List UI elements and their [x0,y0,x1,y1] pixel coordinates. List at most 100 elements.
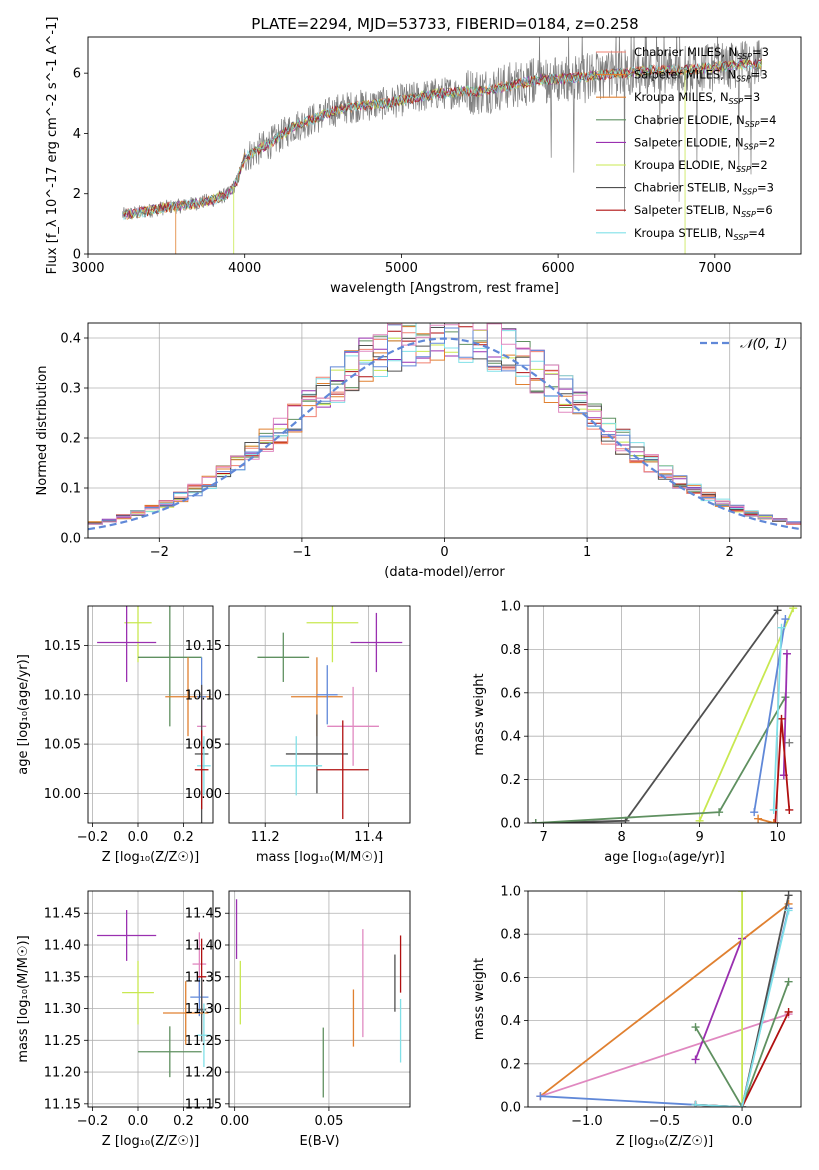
axes-frame [228,890,411,1108]
errorbar-point-yellowgreen [306,606,359,663]
y-tick-label: 0.2 [60,432,81,447]
axes-mass_weight_vs_Z: −1.0 −0.5 0.0 0.0 0.2 0.4 0.6 0.8 1.0 Z [log₁₀(Z/… [472,885,802,1149]
y-tick-label: 11.20 [185,1066,222,1081]
y-tick-label: 2 [73,187,81,202]
weight-marker [784,891,793,900]
plot-area [88,323,801,538]
x-axis-label: (data-model)/error [384,565,505,580]
x-tick-label: 0.0 [128,1114,149,1129]
gaussian-curve [88,337,801,531]
legend-label: Chabrier STELIB, NSSP=3 [634,181,774,197]
legend-subscript: SSP [736,165,751,174]
weight-line-pink [540,1013,789,1098]
y-tick-label: 11.35 [44,970,81,985]
x-axis-label: mass [log₁₀(M/M☉)] [256,850,383,865]
weight-marker [754,814,763,823]
model-line-darkred [122,58,763,220]
weight-marker [784,977,793,986]
y-tick-label: 4 [73,127,81,142]
y-tick-label: 0.6 [500,971,521,986]
spectrum-legend: Chabrier MILES, NSSP=3 Salpeter MILES, NS… [596,45,776,242]
y-tick-label: 10.00 [44,787,81,802]
weight-marker [784,906,793,915]
legend-subscript: SSP [744,142,759,151]
y-tick-label: 0.3 [60,382,81,397]
y-tick-label: 11.20 [44,1066,81,1081]
y-tick-label: 10.00 [185,787,222,802]
plot-area [88,891,213,1107]
weight-marker [738,1103,747,1107]
axes-frame [87,322,802,539]
errorbar-point-blue [316,665,338,725]
legend-subscript: SSP [741,210,756,219]
y-tick-label: 10.05 [44,738,81,753]
x-tick-label: −0.2 [77,830,109,845]
y-tick-label: 0.2 [500,773,521,788]
y-tick-label: 11.40 [185,939,222,954]
weight-marker [769,805,778,814]
y-tick-label: 1.0 [500,885,521,900]
y-tick-label: 0.6 [500,686,521,701]
y-tick-label: 0.0 [500,817,521,832]
legend-value: =6 [756,203,773,217]
weight-marker [715,808,724,817]
plot-area [229,891,410,1107]
weight-marker [531,819,540,823]
y-axis-label: mass weight [472,958,487,1040]
x-tick-label: 0.0 [732,1114,753,1129]
legend-value: =3 [751,68,768,82]
legend-subscript: SSP [737,52,752,61]
plot-area [528,606,801,823]
legend-subscript: SSP [734,233,749,242]
errorbar-point-pink [327,686,379,766]
errorbar-point-orange [163,981,209,1045]
weight-marker [781,615,790,624]
y-tick-label: 0.2 [500,1057,521,1072]
x-tick-label: 9 [695,830,703,845]
x-tick-label: −0.2 [77,1114,109,1129]
x-tick-label: 7000 [698,261,731,276]
x-tick-label: 10 [769,830,786,845]
y-tick-label: 11.30 [185,1002,222,1017]
errorbar-point-yellowgreen [122,960,154,1025]
y-tick-label: 11.40 [44,939,81,954]
errorbar-point-green [257,632,310,682]
legend-subscript: SSP [745,120,760,129]
weight-marker [785,738,794,747]
y-axis-label: mass [log₁₀(M/M☉)] [16,935,31,1062]
errorbar-point-cyan [197,736,211,796]
errorbar-point-darkred [194,730,209,810]
axes-frame [527,890,802,1108]
x-tick-label: −2 [150,545,169,560]
x-tick-label: −0.5 [649,1114,681,1129]
axes-frame [228,605,411,824]
errorbar-point-purple [97,910,157,961]
weight-line-orange [757,817,774,823]
axes-frame [87,605,214,824]
y-tick-label: 10.15 [185,639,222,654]
errorbar-point-green [138,1026,202,1078]
x-tick-label: 0.0 [128,830,149,845]
legend-subscript: SSP [729,97,744,106]
legend-label: Salpeter ELODIE, NSSP=2 [634,135,775,151]
y-tick-label: 11.25 [185,1034,222,1049]
x-tick-label: 1 [583,545,591,560]
x-tick-label: 2 [726,545,734,560]
weight-marker [691,1100,700,1107]
x-axis-label: age [log₁₀(age/yr)] [604,850,725,865]
weight-marker [769,819,778,823]
axes-frame [87,36,802,255]
weight-marker [695,816,704,823]
weight-marker [784,1007,793,1016]
model-line-cyan [122,60,762,221]
x-tick-label: 0.05 [314,1114,343,1129]
x-axis-label: E(B-V) [299,1134,339,1149]
weight-line-purple [694,938,743,1060]
x-tick-label: 4000 [228,261,261,276]
legend-subscript: SSP [742,188,757,197]
y-axis-label: Flux [f_λ 10^-17 erg cm^-2 s^-1 A^-1] [45,17,60,275]
y-tick-label: 0.0 [500,1101,521,1116]
errorbar-point-yellowgreen [124,606,152,663]
y-tick-label: 0.4 [500,730,521,745]
